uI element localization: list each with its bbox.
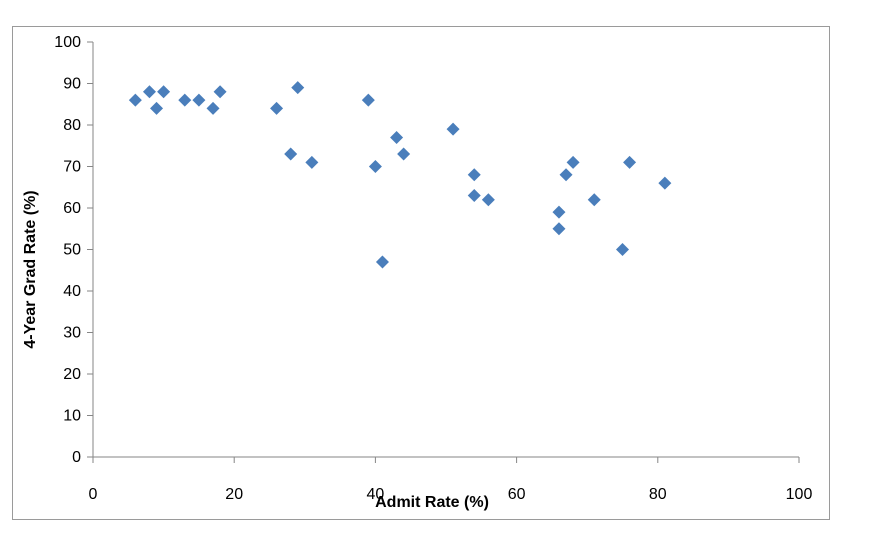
y-tick-label: 20	[63, 366, 81, 383]
data-point	[142, 85, 156, 99]
data-point	[178, 93, 192, 107]
data-point	[390, 130, 404, 144]
data-point	[284, 147, 298, 161]
x-tick-label: 40	[367, 486, 385, 503]
data-point	[587, 193, 601, 207]
data-point	[192, 93, 206, 107]
data-point	[559, 168, 573, 182]
y-tick-label: 10	[63, 408, 81, 425]
y-tick-label: 60	[63, 200, 81, 217]
data-point	[481, 193, 495, 207]
y-axis-title: 4-Year Grad Rate (%)	[22, 190, 39, 348]
y-tick-label: 90	[63, 76, 81, 93]
data-point	[623, 155, 637, 169]
data-point	[397, 147, 411, 161]
y-tick-label: 100	[54, 34, 81, 51]
y-tick-label: 70	[63, 159, 81, 176]
data-point	[361, 93, 375, 107]
data-point	[128, 93, 142, 107]
chart-area: 0 10 20 30 40 50 60 70 80 90 100 0 20 40 60 80 100 4-Yea…	[12, 26, 830, 520]
data-point	[658, 176, 672, 190]
x-tick-label: 100	[786, 486, 813, 503]
data-point	[552, 222, 566, 236]
data-point	[270, 101, 284, 115]
data-point	[206, 101, 220, 115]
x-tick-label: 0	[89, 486, 98, 503]
x-axis-title: Admit Rate (%)	[375, 494, 489, 511]
data-point	[375, 255, 389, 269]
data-point	[150, 101, 164, 115]
x-tick-label: 60	[508, 486, 526, 503]
x-tick-label: 80	[649, 486, 667, 503]
data-point	[157, 85, 171, 99]
y-tick-label: 80	[63, 117, 81, 134]
data-point	[467, 189, 481, 203]
data-point	[566, 155, 580, 169]
data-point	[552, 205, 566, 219]
data-point	[467, 168, 481, 182]
data-points	[128, 81, 672, 269]
data-point	[291, 81, 305, 95]
y-tick-label: 30	[63, 325, 81, 342]
y-tick-label: 0	[72, 449, 81, 466]
tick-labels: 0 10 20 30 40 50 60 70 80 90 100 0 20 40 60 80 100	[54, 34, 812, 503]
y-tick-label: 50	[63, 242, 81, 259]
data-point	[305, 155, 319, 169]
scatter-chart: 0 10 20 30 40 50 60 70 80 90 100 0 20 40 60 80 100 4-Yea…	[22, 34, 812, 511]
x-tick-label: 20	[225, 486, 243, 503]
data-point	[368, 160, 382, 173]
data-point	[446, 122, 460, 136]
data-point	[616, 243, 629, 256]
data-point	[213, 85, 227, 99]
axes	[87, 41, 800, 463]
y-tick-label: 40	[63, 283, 81, 300]
